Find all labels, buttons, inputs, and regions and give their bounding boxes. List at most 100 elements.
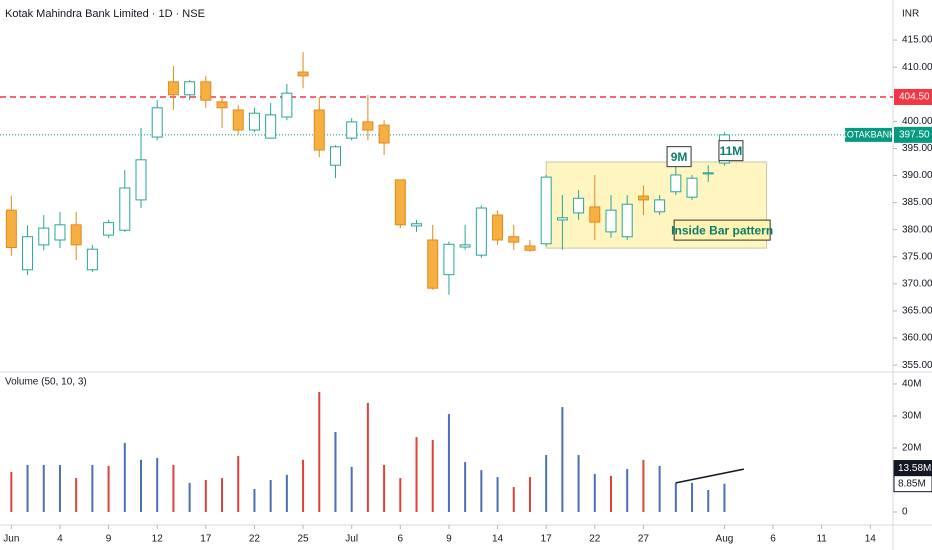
price-level-label: 404.50	[899, 92, 930, 103]
candle-body	[362, 121, 374, 131]
symbol-tag	[845, 127, 892, 142]
candle-body	[70, 224, 82, 246]
volume-bar	[10, 471, 13, 512]
candle-body	[297, 71, 309, 77]
y-tick-label: 415.00	[902, 35, 932, 46]
volume-bar	[221, 478, 224, 512]
candle-body	[492, 214, 504, 241]
volume-bar	[577, 455, 580, 512]
candle-body	[573, 197, 585, 214]
candle-body	[22, 236, 34, 271]
y-tick-label: 385.00	[902, 197, 932, 208]
volume-title: Volume (50, 10, 3)	[5, 377, 87, 388]
candle-body	[394, 179, 406, 226]
x-tick-label: 14	[865, 534, 877, 545]
volume-tag	[893, 475, 932, 493]
y-tick-label: 20M	[902, 443, 921, 454]
candle-body	[248, 112, 260, 131]
candle-body	[281, 92, 293, 118]
candle-body	[621, 203, 633, 238]
x-tick-label: 22	[249, 534, 261, 545]
x-tick-label: 22	[589, 534, 601, 545]
y-tick-label: 360.00	[902, 333, 932, 344]
volume-bar	[674, 482, 677, 512]
volume-bar	[480, 470, 483, 512]
last-price-label: 397.50	[899, 130, 930, 141]
candle-body	[216, 101, 228, 109]
x-tick-label: Jul	[345, 534, 358, 545]
candle-body	[200, 81, 212, 101]
volume-bar	[350, 466, 353, 512]
candle-body	[524, 245, 536, 251]
candle-body	[167, 81, 179, 96]
y-tick-label: 395.00	[902, 143, 932, 154]
candle-body	[411, 223, 423, 227]
volume-bar	[237, 455, 240, 512]
y-tick-label: 370.00	[902, 279, 932, 290]
x-tick-label: 27	[638, 534, 650, 545]
candle-body	[702, 172, 714, 175]
currency: INR	[902, 9, 919, 20]
volume-bar	[415, 437, 418, 512]
x-tick-label: Jun	[3, 534, 19, 545]
volume-bar	[253, 488, 256, 512]
volume-note: 9M	[671, 150, 688, 164]
volume-bar	[58, 464, 61, 512]
volume-bar	[269, 479, 272, 512]
candle-body	[135, 159, 147, 201]
candle-body	[605, 209, 617, 233]
y-tick-label: 40M	[902, 379, 921, 390]
candle-body	[686, 177, 698, 198]
volume-bar	[512, 487, 515, 512]
volume-bar	[123, 442, 126, 512]
candle-body	[346, 121, 358, 139]
volume-bar	[366, 402, 369, 512]
volume-note-box	[666, 146, 692, 168]
y-tick-label: 375.00	[902, 251, 932, 262]
volume-bar	[26, 464, 29, 512]
volume-bar	[723, 483, 726, 512]
volume-bar	[431, 439, 434, 512]
y-tick-label: 355.00	[902, 360, 932, 371]
x-tick-label: 9	[446, 534, 452, 545]
x-tick-label: 6	[398, 534, 404, 545]
candle-body	[103, 222, 115, 236]
x-tick-label: Aug	[716, 534, 734, 545]
x-tick-label: 17	[541, 534, 553, 545]
pattern-label-box	[673, 219, 771, 241]
volume-bar	[107, 465, 110, 512]
volume-note-box	[718, 140, 744, 162]
volume-bar	[561, 407, 564, 512]
volume-bar	[545, 455, 548, 512]
candle-body	[556, 217, 568, 221]
volume-bar	[91, 464, 94, 512]
volume-bar	[140, 459, 142, 512]
candle-body	[86, 248, 98, 271]
volume-tag-label: 8.85M	[898, 478, 926, 489]
y-tick-label: 365.00	[902, 306, 932, 317]
candle-body	[540, 176, 552, 245]
candle-body	[475, 207, 487, 256]
y-tick-label: 410.00	[902, 62, 932, 73]
volume-bar	[642, 459, 645, 512]
candle-body	[184, 81, 196, 96]
volume-bar	[691, 482, 694, 512]
candle-body	[232, 109, 244, 131]
x-tick-label: 4	[57, 534, 63, 545]
y-tick-label: 390.00	[902, 170, 932, 181]
candle-body	[38, 227, 50, 246]
pattern-label: Inside Bar pattern	[671, 223, 773, 237]
volume-bar	[318, 391, 321, 512]
volume-bar	[707, 489, 710, 512]
volume-bar	[172, 464, 175, 512]
last-price-tag	[894, 126, 932, 143]
candle-body	[265, 114, 277, 139]
x-tick-label: 12	[152, 534, 164, 545]
volume-bar	[399, 478, 402, 512]
trendline	[675, 468, 745, 484]
y-tick-label: 400.00	[902, 116, 932, 127]
x-tick-label: 6	[770, 534, 776, 545]
candle-body	[654, 199, 666, 213]
